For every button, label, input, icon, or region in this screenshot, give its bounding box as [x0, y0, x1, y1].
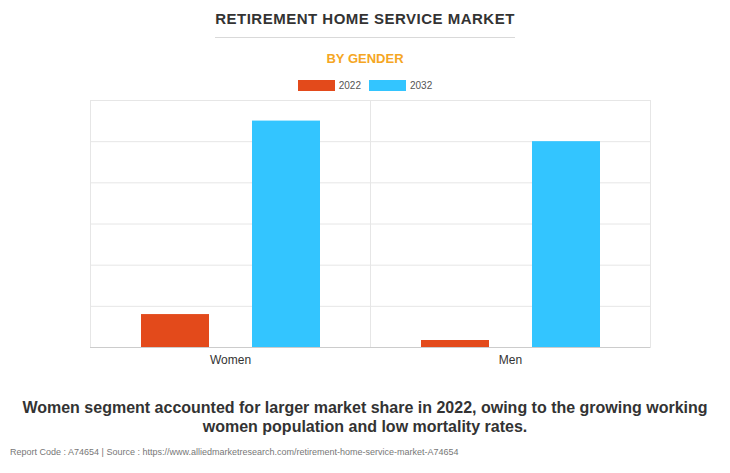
html-text:2032: 2032: [410, 80, 433, 91]
html-text:RETIREMENT HOME SERVICE MARKET: RETIREMENT HOME SERVICE MARKET: [215, 10, 515, 27]
html-text:Women segment accounted for la: Women segment accounted for larger marke…: [22, 399, 708, 435]
svg-text:Women: Women: [210, 353, 251, 367]
html-text:BY GENDER: BY GENDER: [326, 51, 404, 66]
html-text:2022: 2022: [338, 80, 361, 91]
html-text:Report Code : A74654 | Source: Report Code : A74654 | Source : https://…: [10, 447, 459, 457]
svg-text:Men: Men: [499, 353, 522, 367]
